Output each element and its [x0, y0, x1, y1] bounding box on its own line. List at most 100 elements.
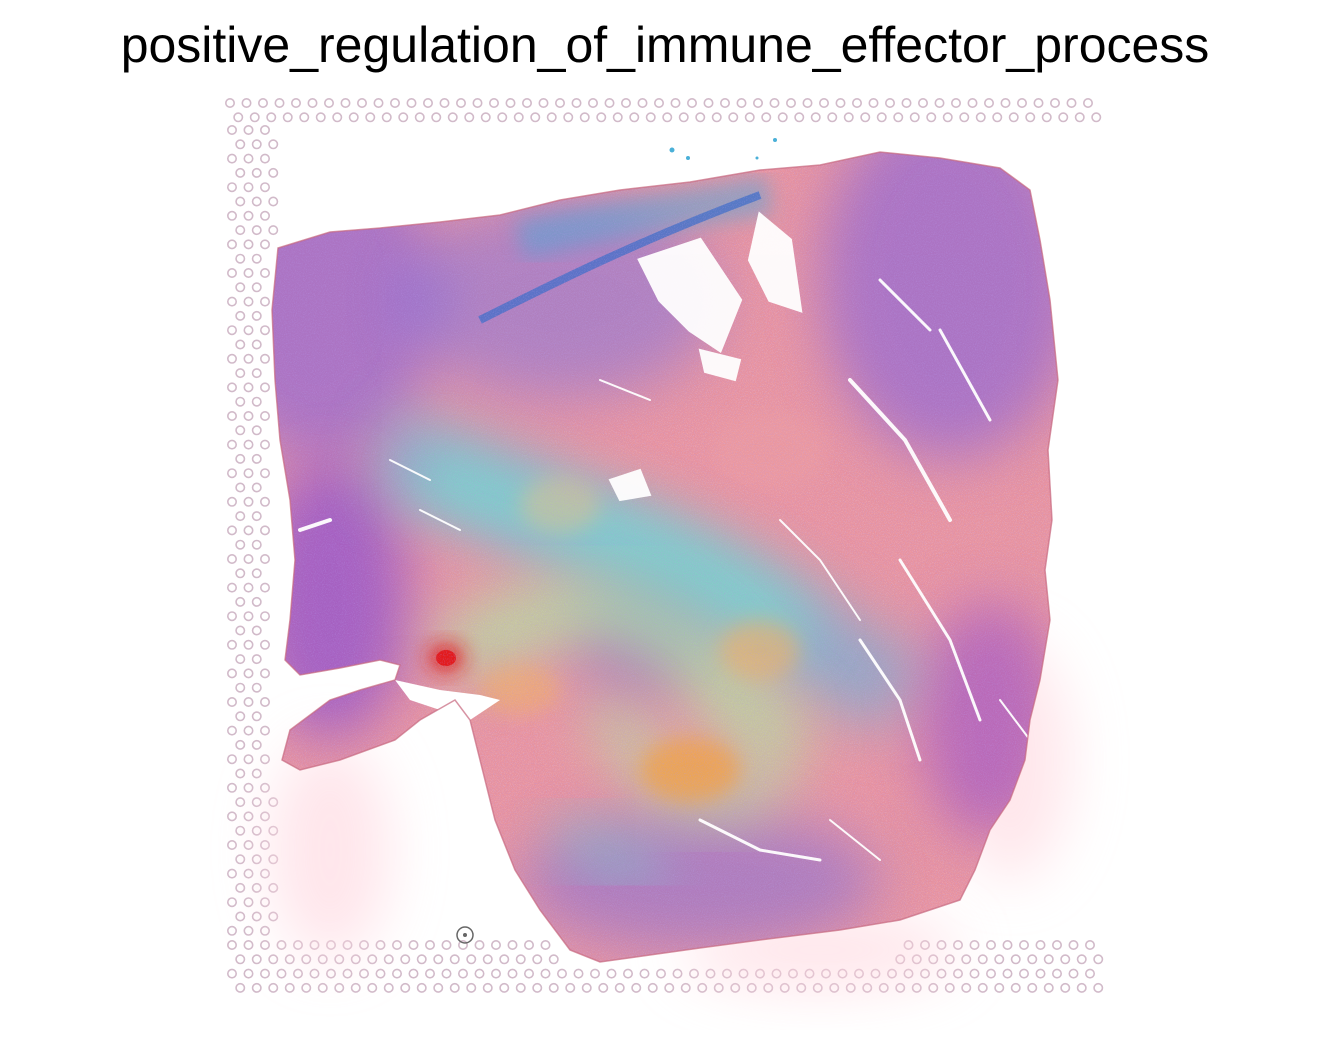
grid-spot	[235, 225, 246, 236]
grid-spot	[235, 982, 246, 993]
grid-spot	[408, 939, 419, 950]
grid-spot	[243, 153, 254, 164]
grid-spot	[744, 112, 755, 123]
grid-spot	[348, 112, 359, 123]
grid-spot	[629, 112, 640, 123]
grid-spot	[243, 410, 254, 421]
grid-spot	[235, 711, 246, 722]
grid-spot	[235, 797, 246, 808]
grid-spot	[620, 98, 631, 109]
grid-spot	[227, 754, 238, 765]
grid-spot	[466, 982, 477, 993]
grid-spot	[235, 768, 246, 779]
grid-spot	[1068, 939, 1079, 950]
grid-spot	[802, 98, 813, 109]
grid-spot	[251, 339, 262, 350]
grid-spot	[282, 112, 293, 123]
grid-spot	[1093, 982, 1104, 993]
grid-spot	[985, 968, 996, 979]
grid-spot	[499, 954, 510, 965]
grid-spot	[1058, 112, 1069, 123]
grid-spot	[249, 112, 260, 123]
grid-spot	[911, 982, 922, 993]
grid-spot	[810, 112, 821, 123]
grid-spot	[1083, 98, 1094, 109]
grid-spot	[259, 353, 270, 364]
grid-spot	[259, 553, 270, 564]
grid-spot	[1085, 939, 1096, 950]
grid-spot	[251, 882, 262, 893]
grid-spot	[251, 739, 262, 750]
grid-spot	[227, 325, 238, 336]
grid-spot	[604, 98, 615, 109]
grid-spot	[449, 954, 460, 965]
grid-spot	[952, 968, 963, 979]
grid-spot	[243, 811, 254, 822]
grid-spot	[290, 98, 301, 109]
grid-spot	[342, 968, 353, 979]
grid-spot	[243, 725, 254, 736]
grid-spot	[235, 339, 246, 350]
grid-spot	[375, 939, 386, 950]
grid-spot	[422, 98, 433, 109]
grid-spot	[944, 982, 955, 993]
grid-spot	[678, 112, 689, 123]
grid-spot	[587, 98, 598, 109]
grid-spot	[730, 982, 741, 993]
grid-spot	[490, 939, 501, 950]
grid-spot	[299, 112, 310, 123]
grid-spot	[365, 112, 376, 123]
grid-spot	[1085, 968, 1096, 979]
grid-spot	[227, 410, 238, 421]
grid-spot	[884, 98, 895, 109]
grid-spot	[307, 98, 318, 109]
grid-spot	[416, 954, 427, 965]
grid-spot	[761, 112, 772, 123]
grid-spot	[259, 868, 270, 879]
grid-spot	[235, 739, 246, 750]
grid-spot	[227, 210, 238, 221]
grid-spot	[315, 112, 326, 123]
grid-spot	[243, 968, 254, 979]
grid-spot	[1068, 968, 1079, 979]
grid-spot	[703, 98, 714, 109]
grid-spot	[645, 112, 656, 123]
grid-spot	[1060, 982, 1071, 993]
grid-spot	[292, 968, 303, 979]
grid-spot	[235, 368, 246, 379]
grid-spot	[243, 210, 254, 221]
grid-spot	[1018, 968, 1029, 979]
grid-spot	[274, 98, 285, 109]
grid-spot	[243, 353, 254, 364]
grid-spot	[251, 854, 262, 865]
grid-spot	[227, 968, 238, 979]
grid-spot	[276, 968, 287, 979]
grid-spot	[530, 112, 541, 123]
grid-spot	[259, 468, 270, 479]
grid-spot	[235, 911, 246, 922]
grid-spot	[499, 982, 510, 993]
grid-spot	[959, 112, 970, 123]
grid-spot	[424, 968, 435, 979]
grid-spot	[466, 954, 477, 965]
grid-spot	[985, 939, 996, 950]
grid-spot	[358, 968, 369, 979]
grid-spot	[752, 98, 763, 109]
grid-spot	[893, 112, 904, 123]
grid-spot	[728, 112, 739, 123]
grid-spot	[268, 954, 279, 965]
grid-spot	[251, 167, 262, 178]
grid-spot	[259, 611, 270, 622]
grid-spot	[391, 968, 402, 979]
grid-spot	[235, 682, 246, 693]
grid-spot	[235, 511, 246, 522]
grid-spot	[868, 98, 879, 109]
grid-spot	[548, 982, 559, 993]
grid-spot	[235, 167, 246, 178]
grid-spot	[332, 112, 343, 123]
grid-spot	[532, 982, 543, 993]
grid-spot	[227, 182, 238, 193]
grid-spot	[259, 210, 270, 221]
grid-spot	[961, 982, 972, 993]
grid-spot	[259, 439, 270, 450]
